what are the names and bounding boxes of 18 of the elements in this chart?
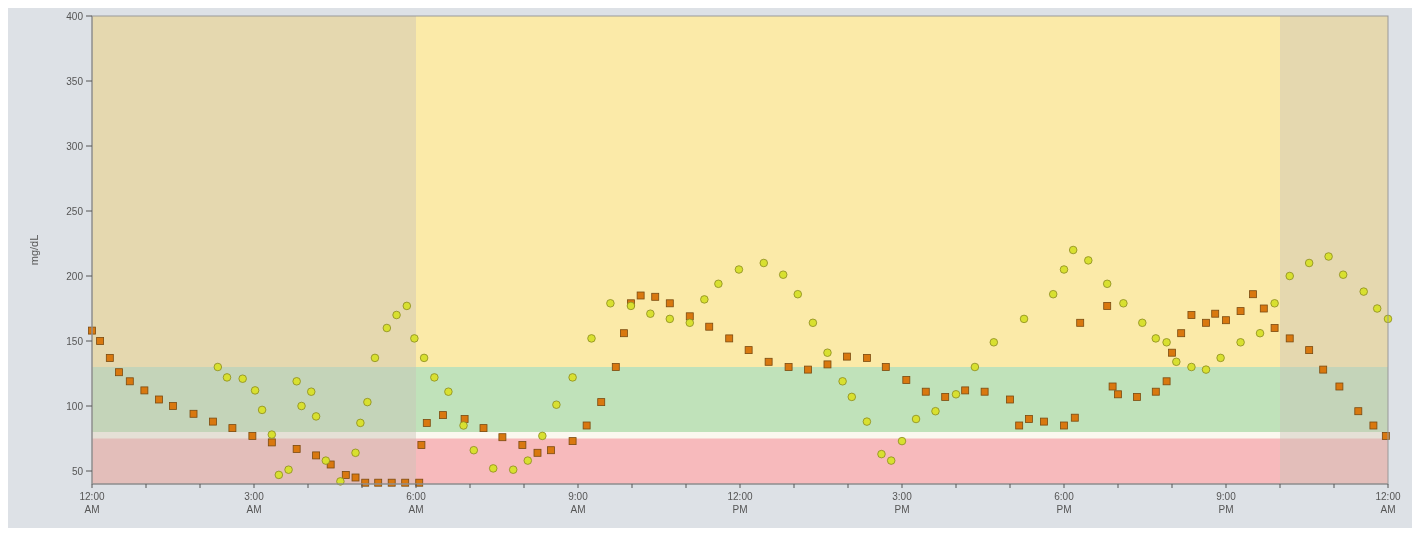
y-axis-title: mg/dL xyxy=(28,234,40,266)
y-tick-label: 350 xyxy=(66,75,84,87)
x-tick-label: 12:00 PM xyxy=(727,491,753,515)
y-tick-label: 200 xyxy=(66,270,84,282)
y-tick-label: 100 xyxy=(66,400,84,412)
y-tick-label: 150 xyxy=(66,335,84,347)
x-tick-label: 3:00 AM xyxy=(244,491,265,515)
y-tick-label: 250 xyxy=(66,205,84,217)
y-tick-label: 50 xyxy=(71,465,84,477)
x-tick-label: 12:00 AM xyxy=(79,491,105,515)
x-tick-label: 3:00 PM xyxy=(892,491,913,515)
y-tick-label: 400 xyxy=(66,10,84,22)
x-tick-label: 9:00 PM xyxy=(1216,491,1237,515)
x-tick-label: 6:00 PM xyxy=(1054,491,1075,515)
x-tick-label: 9:00 AM xyxy=(568,491,589,515)
x-tick-label: 12:00 AM xyxy=(1375,491,1401,515)
y-tick-label: 300 xyxy=(66,140,84,152)
x-tick-label: 6:00 AM xyxy=(406,491,427,515)
